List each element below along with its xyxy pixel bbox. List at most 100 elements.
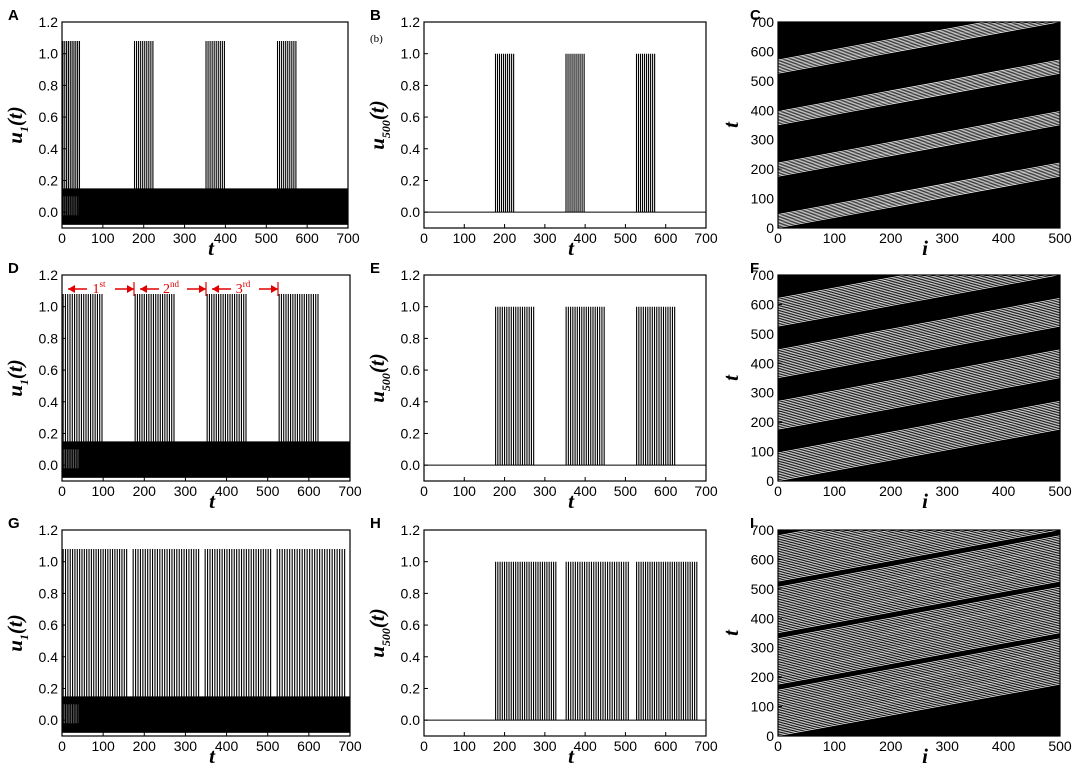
x-tick-label: 600	[654, 230, 678, 246]
spike-line	[778, 567, 1060, 620]
spike-line	[778, 118, 1060, 171]
spike-line	[778, 275, 980, 312]
x-tick-label: 0	[420, 483, 428, 499]
y-tick-label: 0.6	[401, 617, 421, 633]
spike-line	[778, 414, 1060, 467]
spike-line	[778, 661, 1060, 715]
spike-line	[778, 175, 1060, 228]
spike-line	[778, 168, 1060, 221]
spike-line	[778, 579, 1060, 632]
spike-line	[778, 111, 1060, 164]
x-tick-label: 700	[336, 230, 360, 246]
spike-line	[778, 61, 1060, 114]
spike-line	[778, 116, 1060, 170]
spike-line	[778, 428, 1060, 481]
spike-line	[778, 630, 1060, 683]
spike-line	[778, 365, 1060, 419]
spike-line	[778, 646, 1060, 700]
spike-line	[778, 560, 1060, 613]
spike-line	[778, 632, 1060, 685]
spike-line	[778, 552, 1060, 605]
spike-line	[778, 608, 1060, 661]
cycle-annotations: 1st 2nd 3rd	[68, 279, 279, 297]
spike-line	[778, 22, 1045, 71]
y-tick-label: 0.2	[39, 680, 59, 696]
panel-c: C 0 100 200 300 400 500 0 100 200 300 400 500 600 700 i…	[719, 7, 1072, 260]
spike-line	[778, 530, 913, 555]
x-tick-label: 300	[936, 738, 960, 754]
x-tick-label: 700	[338, 483, 362, 499]
spike-line	[778, 377, 1060, 430]
spike-line	[778, 372, 1060, 425]
spike-line	[778, 540, 1060, 593]
spike-line	[778, 535, 1060, 588]
x-tick-label: 500	[614, 483, 638, 499]
x-axis-label: t	[568, 236, 575, 260]
y-tick-label: 1.2	[401, 14, 421, 30]
spike-line	[778, 666, 1060, 720]
spike-line	[778, 275, 1052, 325]
x-axis-label: i	[922, 236, 928, 260]
x-tick-label: 300	[936, 483, 960, 499]
spike-line	[778, 357, 1060, 410]
x-tick-label: 300	[936, 230, 960, 246]
y-axis-label: t	[719, 629, 743, 636]
y-tick-label: 0.4	[39, 394, 59, 410]
spike-line	[778, 530, 959, 564]
x-tick-label: 500	[1048, 230, 1072, 246]
spike-line	[778, 548, 1060, 602]
spike-line	[778, 349, 1060, 402]
y-tick-label: 200	[751, 669, 775, 685]
y-tick-label: 0.8	[39, 585, 59, 601]
spike-line	[778, 602, 1060, 655]
panel-g: G 0 100 200 300 400 500 600 700 0.0 0.2 0.4 0.6 0.8 1.…	[3, 515, 362, 768]
spike-line	[778, 628, 1060, 682]
y-axis-label: t	[719, 121, 743, 128]
y-tick-label: 0.8	[39, 330, 59, 346]
y-tick-label: 400	[751, 610, 775, 626]
y-tick-label: 0	[766, 728, 774, 744]
spike-line	[778, 62, 1060, 115]
x-tick-label: 300	[533, 483, 557, 499]
x-axis-label: i	[922, 744, 928, 768]
spike-line	[778, 427, 1060, 480]
y-tick-label: 0.8	[401, 330, 421, 346]
spike-line	[778, 167, 1060, 220]
spike-line	[778, 530, 978, 567]
spike-line	[778, 298, 1060, 351]
spike-line	[778, 668, 1060, 721]
panel-f: F 0 100 200 300 400 500 0 100 200 300 400 500 600 700 i…	[719, 260, 1072, 513]
y-tick-label: 1.2	[401, 267, 421, 283]
x-tick-label: 300	[174, 483, 198, 499]
y-tick-label: 0.0	[39, 712, 59, 728]
spike-line	[778, 591, 1060, 645]
spike-line	[778, 306, 1060, 359]
spike-line	[778, 638, 1060, 691]
y-tick-label: 500	[751, 326, 775, 342]
spike-line	[778, 547, 1060, 600]
panel-note: (b)	[370, 33, 383, 45]
spike-line	[778, 555, 1060, 608]
spike-line	[778, 580, 1060, 634]
spike-line	[778, 557, 1060, 610]
spike-line	[778, 537, 1060, 590]
plot-area	[424, 561, 706, 721]
spike-line	[778, 409, 1060, 462]
spike-line	[778, 65, 1060, 118]
x-axis-label: t	[208, 236, 215, 260]
plot-area	[62, 549, 350, 733]
spike-line	[778, 405, 1060, 459]
x-tick-label: 100	[91, 738, 115, 754]
spike-line	[778, 530, 1060, 582]
y-tick-label: 0.6	[401, 362, 421, 378]
spike-line	[778, 22, 1029, 68]
spike-line	[778, 164, 1060, 217]
spike-line	[778, 605, 1060, 658]
x-tick-label: 0	[774, 738, 782, 754]
cycle-arrow-right	[271, 285, 278, 293]
cycle-arrow-left	[212, 285, 219, 293]
y-tick-label: 1.2	[39, 14, 59, 30]
y-tick-label: 1.2	[39, 267, 59, 283]
y-tick-label: 0.2	[401, 680, 421, 696]
